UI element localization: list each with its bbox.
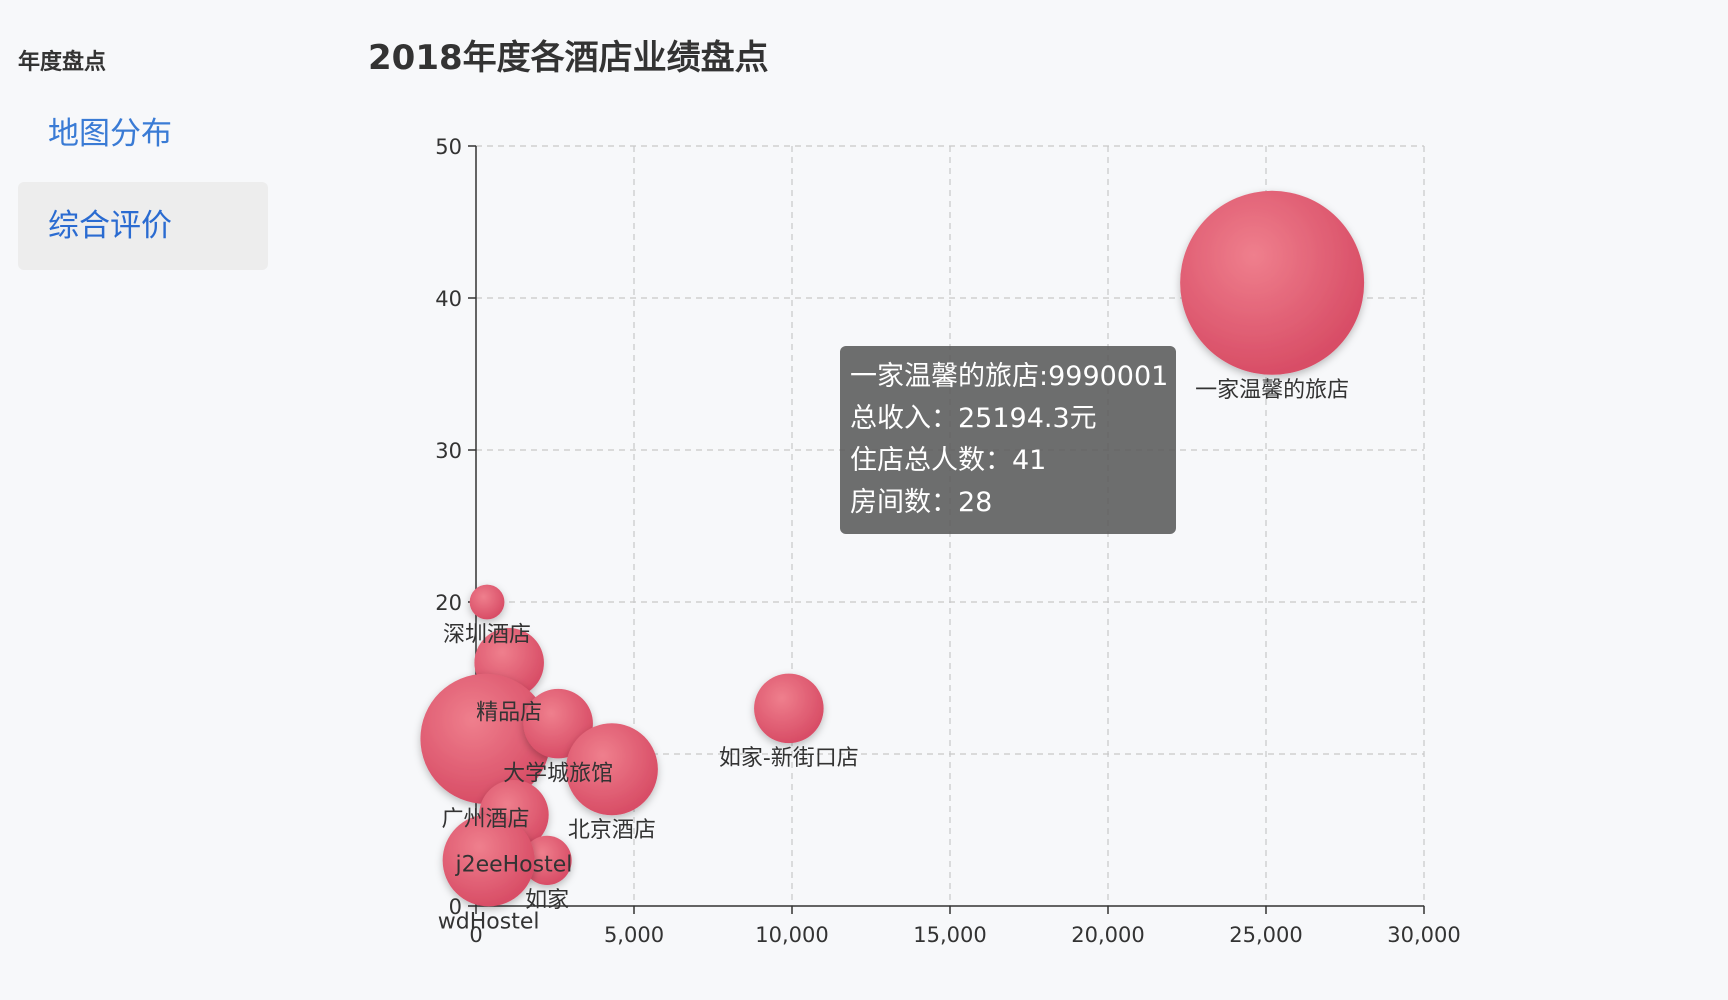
- tooltip-revenue: 总收入：25194.3元: [850, 403, 1097, 434]
- bubble-point[interactable]: [469, 584, 505, 620]
- bubble-label: 如家-新街口店: [719, 746, 859, 771]
- y-tick-label: 20: [435, 591, 462, 615]
- tooltip-title: 一家温馨的旅店:9990001: [850, 361, 1169, 392]
- x-tick-label: 20,000: [1071, 923, 1144, 947]
- bubble-label: 深圳酒店: [443, 622, 531, 647]
- tooltip-guests: 住店总人数：41: [850, 445, 1047, 476]
- bubbles: [420, 190, 1365, 907]
- bubble-point[interactable]: [442, 814, 535, 907]
- x-tick-label: 0: [469, 923, 482, 947]
- sidebar: 年度盘点 地图分布 综合评价: [0, 0, 270, 1000]
- y-tick-label: 40: [435, 287, 462, 311]
- bubble-label: 精品店: [476, 701, 542, 726]
- bubble-point[interactable]: [1180, 190, 1365, 375]
- y-tick-label: 0: [449, 895, 462, 919]
- sidebar-heading: 年度盘点: [18, 50, 107, 75]
- x-tick-label: 15,000: [913, 923, 986, 947]
- bubble-label: j2eeHostel: [454, 853, 572, 878]
- y-tick-label: 50: [435, 135, 462, 159]
- sidebar-item-overall-evaluation[interactable]: 综合评价: [18, 182, 268, 270]
- y-tick-label: 30: [435, 439, 462, 463]
- x-tick-label: 10,000: [755, 923, 828, 947]
- bubble-label: 广州酒店: [441, 807, 529, 832]
- page-title: 2018年度各酒店业绩盘点: [368, 38, 769, 78]
- x-tick-label: 30,000: [1387, 923, 1460, 947]
- bubble-label: 北京酒店: [568, 818, 656, 843]
- bubble-point[interactable]: [522, 835, 572, 885]
- bubble-point[interactable]: [523, 688, 593, 759]
- x-tick-label: 25,000: [1229, 923, 1302, 947]
- bubble-label: 一家温馨的旅店: [1195, 378, 1349, 403]
- bubble-label: 大学城旅馆: [503, 761, 613, 786]
- tooltip: 一家温馨的旅店:9990001 总收入：25194.3元 住店总人数：41 房间…: [840, 346, 1176, 534]
- bubble-point[interactable]: [754, 673, 824, 744]
- x-tick-label: 5,000: [604, 923, 664, 947]
- bubble-label: 如家: [525, 888, 569, 913]
- bubble-label: wdHostel: [438, 909, 540, 934]
- bubble-point[interactable]: [420, 673, 551, 804]
- bubble-point[interactable]: [565, 723, 658, 816]
- tooltip-rooms: 房间数：28: [850, 487, 993, 518]
- sidebar-item-map-distribution[interactable]: 地图分布: [48, 116, 172, 152]
